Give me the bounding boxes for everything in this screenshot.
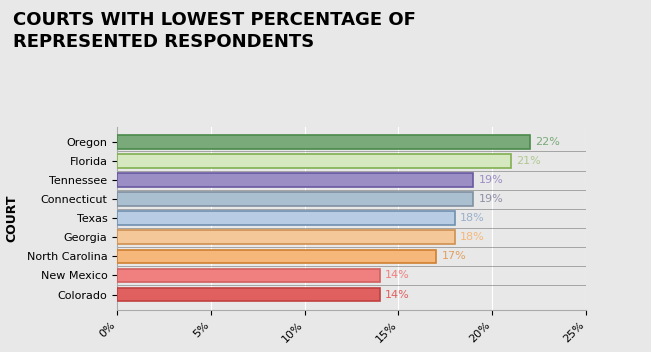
Bar — [117, 173, 473, 187]
Bar — [117, 231, 454, 244]
Text: 17%: 17% — [441, 251, 466, 262]
Bar — [117, 250, 436, 263]
Text: 22%: 22% — [535, 137, 560, 147]
Bar — [117, 154, 511, 168]
Bar — [117, 211, 454, 225]
Text: 14%: 14% — [385, 290, 410, 300]
Y-axis label: COURT: COURT — [5, 195, 18, 242]
Bar — [117, 288, 380, 301]
Text: 19%: 19% — [479, 194, 504, 204]
Bar — [117, 192, 473, 206]
Text: COURTS WITH LOWEST PERCENTAGE OF
REPRESENTED RESPONDENTS: COURTS WITH LOWEST PERCENTAGE OF REPRESE… — [13, 11, 416, 51]
Text: 19%: 19% — [479, 175, 504, 185]
Bar — [117, 269, 380, 282]
Bar — [117, 135, 530, 149]
Text: 21%: 21% — [516, 156, 541, 166]
Text: 18%: 18% — [460, 232, 485, 242]
Text: 18%: 18% — [460, 213, 485, 223]
Text: 14%: 14% — [385, 270, 410, 281]
